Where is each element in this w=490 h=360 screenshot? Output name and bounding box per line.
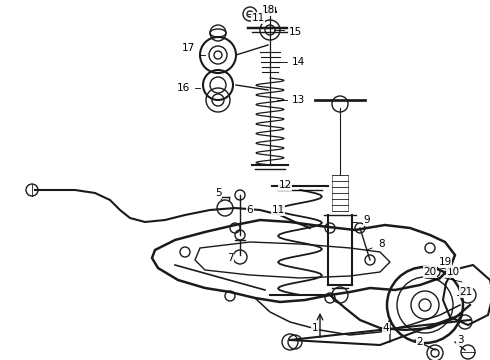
- Text: 21: 21: [460, 287, 473, 297]
- Text: 18: 18: [261, 5, 274, 15]
- Text: 10: 10: [446, 267, 460, 277]
- Text: 11: 11: [251, 13, 265, 23]
- Text: 11: 11: [271, 205, 285, 215]
- Text: 1: 1: [312, 323, 318, 333]
- Text: 15: 15: [289, 27, 302, 37]
- Text: 6: 6: [246, 205, 253, 215]
- Text: 17: 17: [181, 43, 195, 53]
- Text: 16: 16: [176, 83, 190, 93]
- Text: 8: 8: [379, 239, 385, 249]
- Text: 4: 4: [383, 323, 390, 333]
- Text: 12: 12: [278, 180, 292, 190]
- Text: 3: 3: [457, 335, 464, 345]
- Text: 19: 19: [439, 257, 452, 267]
- Text: 9: 9: [364, 215, 370, 225]
- Text: 2: 2: [416, 337, 423, 347]
- Text: 7: 7: [227, 253, 233, 263]
- Text: 5: 5: [215, 188, 221, 198]
- Text: 20: 20: [423, 267, 437, 277]
- Text: 13: 13: [292, 95, 305, 105]
- Text: 14: 14: [292, 57, 305, 67]
